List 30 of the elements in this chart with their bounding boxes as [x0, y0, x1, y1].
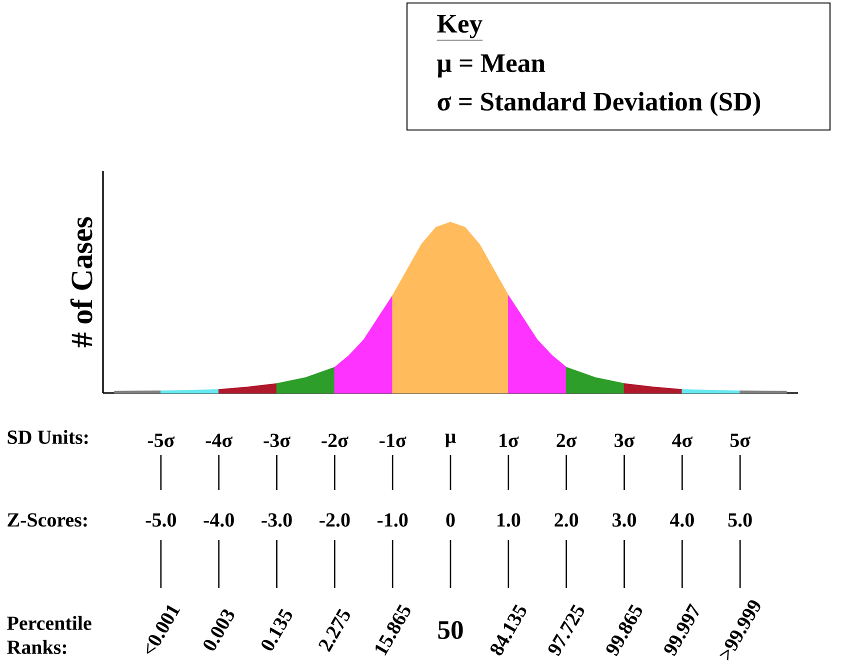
x-tick-label: 1σ: [500, 434, 519, 448]
x-tick-label: -2σ: [322, 434, 348, 448]
text: -5.0: [146, 513, 176, 527]
text: Percentile Ranks:: [7, 616, 92, 654]
x-tick-label: 4σ: [672, 434, 692, 448]
text: -1.0: [377, 513, 408, 527]
x-tick-label: -5σ: [148, 434, 175, 447]
text: Z-Scores:: [8, 513, 87, 527]
text: 2.0: [554, 513, 578, 527]
y-axis-title: # of Cases: [70, 217, 92, 348]
x-tick-label: -3σ: [264, 434, 290, 448]
text: -3.0: [262, 513, 292, 527]
text: 3.0: [612, 513, 636, 527]
x-tick-label: -1σ: [380, 434, 406, 448]
text: 5.0: [728, 513, 752, 527]
text: 0: [446, 513, 455, 527]
text: 50: [438, 621, 463, 639]
x-tick-label: 3σ: [614, 434, 635, 448]
x-tick-label: -4σ: [206, 434, 232, 448]
text: -2.0: [320, 513, 350, 527]
text: Key: [437, 15, 482, 38]
text: SD Units:: [8, 430, 88, 444]
x-tick-label: 2σ: [556, 434, 577, 448]
x-tick-label: 5σ: [730, 434, 750, 447]
text: 1.0: [498, 513, 520, 527]
text: σ = Standard Deviation (SD): [438, 92, 760, 116]
text: μ = Mean: [437, 54, 546, 78]
text: 4.0: [670, 513, 694, 527]
text: -4.0: [204, 513, 234, 527]
x-tick-label: μ: [445, 434, 456, 448]
